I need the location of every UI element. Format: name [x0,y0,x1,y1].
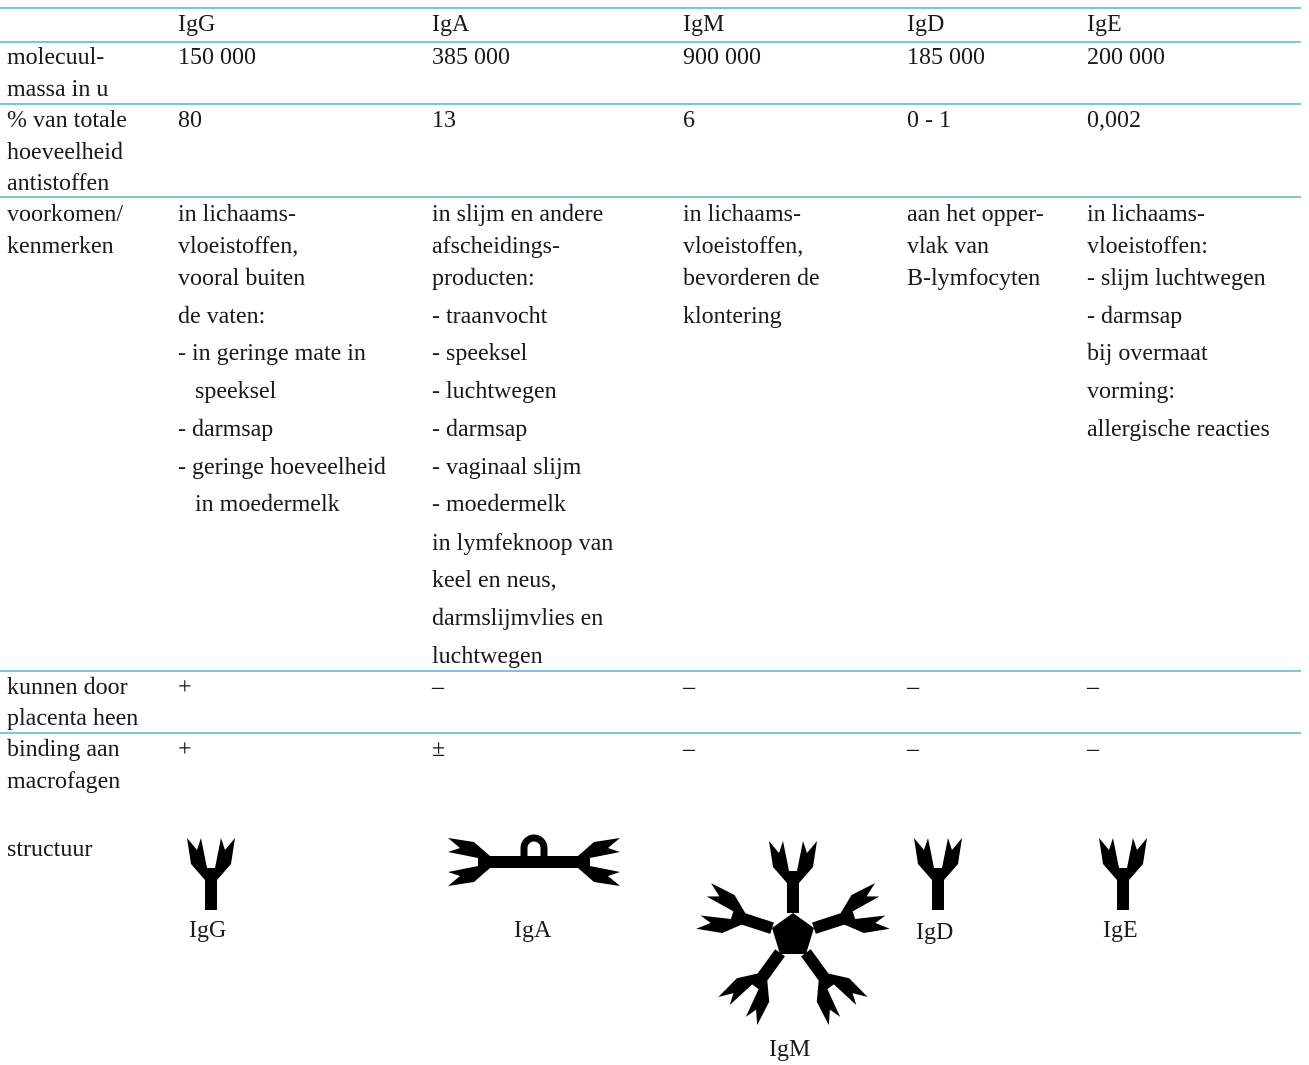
structure-caption: IgM [769,1036,811,1062]
cell-text: – [683,674,695,700]
cell-text: in lichaams- [683,201,801,227]
cell-text: vloeistoffen, [683,233,804,259]
cell-text: 13 [432,107,456,133]
rule [0,732,1301,734]
cell-text: in lichaams- [178,201,296,227]
cell-text: + [178,674,192,700]
row-label: hoeveelheid [7,139,123,165]
cell-text: 6 [683,107,695,133]
cell-text: allergische reacties [1087,416,1270,442]
cell-text: 385 000 [432,44,510,70]
rule [0,196,1301,198]
cell-text: vlak van [907,233,989,259]
row-label: antistoffen [7,170,110,196]
iga-icon [448,834,620,886]
column-header: IgA [432,11,470,37]
cell-text: – [432,674,444,700]
cell-text: – [1087,736,1099,762]
cell-text: vloeistoffen, [178,233,299,259]
cell-text: bij overmaat [1087,340,1208,366]
cell-text: ± [432,736,446,762]
structure-caption: IgE [1103,917,1138,943]
cell-text: - darmsap [1087,303,1183,329]
cell-text: 0,002 [1087,107,1141,133]
cell-text: in lymfeknoop van [432,530,614,556]
row-label: structuur [7,836,93,862]
cell-text: – [907,736,919,762]
column-header: IgE [1087,11,1122,37]
cell-text: – [683,736,695,762]
structure-caption: IgD [916,919,954,945]
cell-text: bevorderen de [683,265,820,291]
cell-text: 0 - 1 [907,107,951,133]
cell-text: aan het opper- [907,201,1044,227]
rule [0,103,1301,105]
cell-text: – [1087,674,1099,700]
cell-text: in slijm en andere [432,201,604,227]
igg-icon [187,838,235,910]
cell-text: B-lymfocyten [907,265,1041,291]
cell-text: vooral buiten [178,265,306,291]
column-header: IgD [907,11,945,37]
cell-text: 900 000 [683,44,761,70]
cell-text: – [907,674,919,700]
row-label: molecuul- [7,44,105,70]
cell-text: - luchtwegen [432,378,557,404]
cell-text: in moedermelk [195,491,340,517]
cell-text: producten: [432,265,535,291]
cell-text: speeksel [195,378,277,404]
ige-icon [1099,838,1147,910]
cell-text: - geringe hoeveelheid [178,454,386,480]
cell-text: - darmsap [432,416,528,442]
cell-text: + [178,736,192,762]
cell-text: vorming: [1087,378,1175,404]
cell-text: afscheidings- [432,233,560,259]
cell-text: luchtwegen [432,643,543,669]
row-label: kenmerken [7,233,114,259]
cell-text: - vaginaal slijm [432,454,582,480]
row-label: voorkomen/ [7,201,123,227]
row-label: massa in u [7,76,109,102]
row-label: % van totale [7,107,127,133]
cell-text: 150 000 [178,44,256,70]
cell-text: - in geringe mate in [178,340,366,366]
igd-icon [914,838,962,910]
igm-icon [696,841,890,1026]
row-label: macrofagen [7,768,121,794]
rule [0,41,1301,43]
cell-text: darmslijmvlies en [432,605,604,631]
rule [0,670,1301,672]
cell-text: 80 [178,107,202,133]
cell-text: - traanvocht [432,303,548,329]
structure-caption: IgG [189,917,227,943]
cell-text: klontering [683,303,782,329]
cell-text: de vaten: [178,303,266,329]
structure-caption: IgA [514,917,552,943]
cell-text: - slijm luchtwegen [1087,265,1266,291]
cell-text: in lichaams- [1087,201,1205,227]
column-header: IgG [178,11,216,37]
cell-text: - darmsap [178,416,274,442]
cell-text: vloeistoffen: [1087,233,1208,259]
rule [0,7,1301,9]
cell-text: keel en neus, [432,567,557,593]
row-label: kunnen door [7,674,128,700]
row-label: binding aan [7,736,120,762]
row-label: placenta heen [7,705,139,731]
cell-text: 185 000 [907,44,985,70]
cell-text: - moedermelk [432,491,566,517]
cell-text: - speeksel [432,340,528,366]
cell-text: 200 000 [1087,44,1165,70]
column-header: IgM [683,11,725,37]
